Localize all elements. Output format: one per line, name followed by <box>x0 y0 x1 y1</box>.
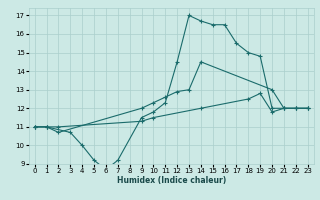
X-axis label: Humidex (Indice chaleur): Humidex (Indice chaleur) <box>116 176 226 185</box>
